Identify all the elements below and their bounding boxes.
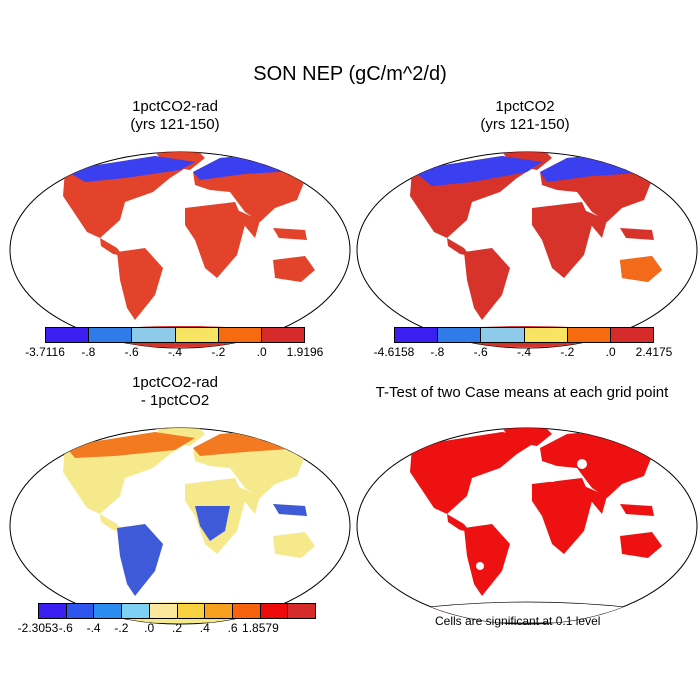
colorbar-swatch (177, 604, 206, 618)
panel-title-rad-line1: 1pctCO2-rad (132, 98, 218, 115)
colorbar-swatch (481, 328, 525, 342)
colorbar-swatch (175, 328, 219, 342)
colorbar-tick-label: -.6 (124, 345, 139, 359)
colorbar-tick-label: 2.4175 (635, 345, 673, 359)
colorbar-swatch (46, 328, 90, 342)
colorbar-swatch (218, 328, 262, 342)
colorbar-tick-label: -2.3053 (17, 621, 59, 635)
colorbar-swatch (39, 604, 67, 618)
colorbar-tick-label: 1.8579 (242, 621, 279, 635)
se-asia-fill (273, 504, 307, 516)
panel-title-diff: 1pctCO2-rad - 1pctCO2 (75, 374, 275, 410)
panel-title-ttest: T-Test of two Case means at each grid po… (375, 384, 669, 401)
colorbar-tick-label: -.8 (430, 345, 445, 359)
map-ctrl (356, 151, 698, 349)
colorbar-swatch (438, 328, 482, 342)
figure-title: SON NEP (gC/m^2/d) (253, 63, 447, 85)
colorbar-swatch (66, 604, 95, 618)
colorbar-swatch (232, 604, 261, 618)
colorbar-swatch (260, 604, 289, 618)
colorbar-tick-label: -.2 (114, 621, 129, 635)
colorbar-swatch (89, 328, 133, 342)
australia-fill (620, 256, 662, 282)
colorbar-swatch (149, 604, 178, 618)
high-lat-band (412, 156, 542, 186)
colorbar-swatch (122, 604, 150, 618)
colorbar-tick-label: .2 (171, 621, 183, 635)
panel-title-ctrl-line2: (yrs 121-150) (480, 116, 570, 133)
colorbar-ctrl (394, 327, 654, 343)
significance-note: Cells are significant at 0.1 level (435, 614, 601, 628)
colorbar-rad (45, 327, 305, 343)
colorbar-swatch (567, 328, 611, 342)
colorbar-swatch (205, 604, 233, 618)
colorbar-swatch (132, 328, 176, 342)
colorbar-tick-label: -.2 (560, 345, 575, 359)
colorbar-tick-label: .0 (256, 345, 267, 359)
panel-title-diff-line2: - 1pctCO2 (140, 392, 210, 409)
colorbar-tick-label: -4.6158 (373, 345, 415, 359)
colorbar-swatch (524, 328, 568, 342)
not-significant-patch (546, 470, 558, 482)
not-significant-patch (476, 562, 484, 570)
colorbar-tick-label: -.4 (516, 345, 532, 359)
colorbar-tick-label: .4 (199, 621, 210, 635)
panel-title-rad-line2: (yrs 121-150) (130, 116, 220, 133)
colorbar-swatch (261, 328, 305, 342)
not-significant-patch (577, 459, 587, 469)
colorbar-tick-label: .0 (144, 621, 155, 635)
map-diff (9, 427, 351, 625)
colorbar-tick-label: -.2 (211, 345, 226, 359)
colorbar-tick-label: .6 (227, 621, 238, 635)
colorbar-tick-label: -.6 (473, 345, 488, 359)
panel-title-ctrl-line1: 1pctCO2 (495, 98, 555, 115)
colorbar-swatch (94, 604, 123, 618)
africa-fill (195, 506, 230, 541)
colorbar-tick-label: -.4 (86, 621, 101, 635)
colorbar-tick-label: -.8 (81, 345, 96, 359)
colorbar-diff (38, 603, 316, 619)
colorbar-tick-label: -.4 (167, 345, 183, 359)
high-lat-band (65, 432, 195, 458)
panel-title-rad: 1pctCO2-rad (yrs 121-150) (75, 98, 275, 134)
colorbar-swatch (288, 604, 316, 618)
colorbar-swatch (610, 328, 654, 342)
high-lat-band (65, 156, 195, 182)
south-america-fill (117, 524, 163, 596)
map-ttest (356, 427, 698, 625)
colorbar-tick-label: .0 (605, 345, 616, 359)
colorbar-tick-label: -.6 (58, 621, 73, 635)
colorbar-swatch (395, 328, 439, 342)
panel-title-diff-line1: 1pctCO2-rad (132, 374, 218, 391)
colorbar-tick-label: -3.7116 (25, 345, 65, 359)
colorbar-tick-label: 1.9196 (286, 345, 324, 359)
panel-title-ctrl: 1pctCO2 (yrs 121-150) (425, 98, 625, 134)
